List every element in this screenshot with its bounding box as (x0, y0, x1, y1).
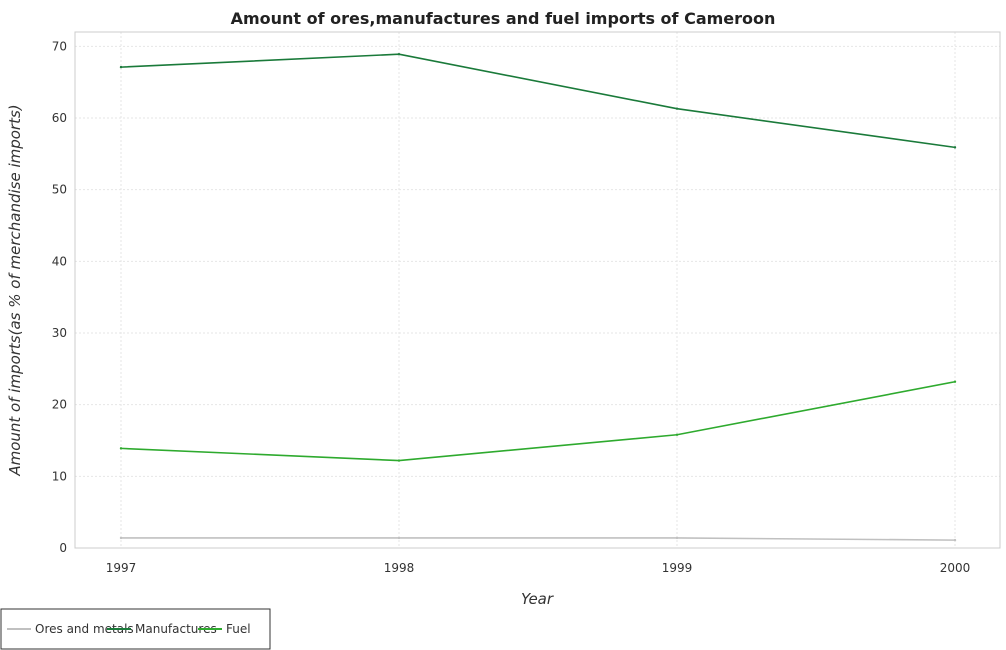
legend-label: Manufactures (135, 622, 217, 636)
y-tick-label: 10 (52, 469, 67, 483)
data-point (953, 146, 957, 149)
series-line-manufactures (120, 53, 956, 149)
x-axis: 1997 1998 1999 2000 (106, 561, 971, 575)
data-point (675, 536, 679, 540)
data-point (397, 536, 401, 540)
x-axis-label: Year (521, 590, 554, 608)
y-tick-label: 0 (59, 541, 67, 555)
data-point (953, 380, 957, 383)
x-tick-label: 2000 (940, 561, 971, 575)
chart-title: Amount of ores,manufactures and fuel imp… (231, 9, 776, 28)
data-point (119, 65, 123, 69)
series-line-fuel (120, 380, 956, 462)
y-tick-label: 70 (52, 39, 67, 53)
y-tick-label: 50 (52, 183, 67, 197)
data-point (675, 107, 679, 110)
legend-label: Ores and metals (35, 622, 134, 636)
y-tick-label: 40 (52, 254, 67, 268)
x-tick-label: 1998 (384, 561, 415, 575)
data-point (397, 459, 401, 462)
y-tick-label: 30 (52, 326, 67, 340)
legend-box (0, 608, 271, 650)
x-tick-label: 1999 (662, 561, 693, 575)
plot-area (74, 31, 1001, 549)
data-point (953, 538, 957, 542)
legend-label: Fuel (226, 622, 251, 636)
data-point (119, 536, 123, 540)
x-tick-label: 1997 (106, 561, 137, 575)
grid (75, 32, 1000, 549)
legend: Ores and metals Manufactures Fuel (0, 608, 271, 650)
series-line-ores-and-metals (121, 537, 956, 541)
y-tick-label: 20 (52, 398, 67, 412)
data-point (675, 433, 679, 436)
y-axis: 0 10 20 30 40 50 60 70 (52, 39, 67, 555)
y-tick-label: 60 (52, 111, 67, 125)
series-group (119, 53, 957, 542)
data-point (119, 447, 123, 450)
y-axis-label: Amount of imports(as % of merchandise im… (6, 104, 24, 476)
data-point (397, 53, 401, 56)
